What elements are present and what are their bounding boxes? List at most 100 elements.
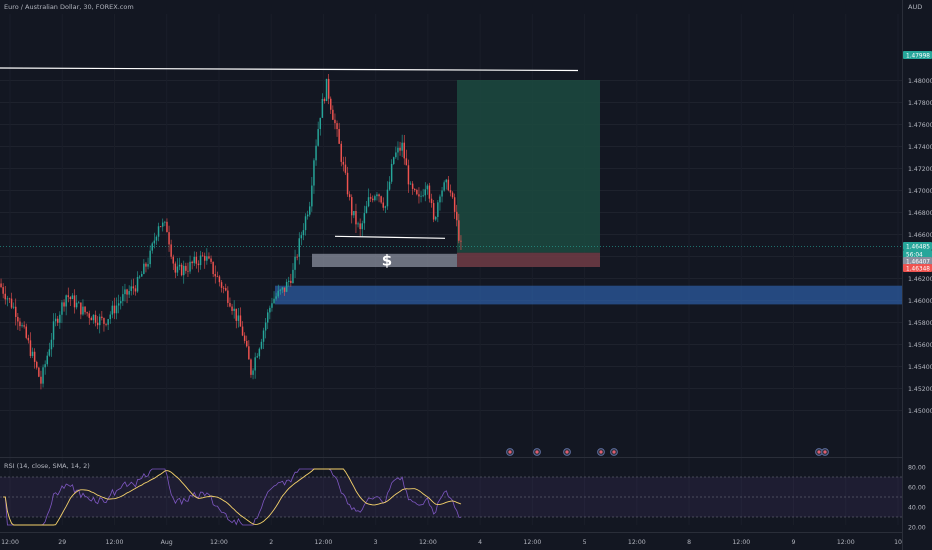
candle-body [38,367,40,377]
candle-body [439,196,441,203]
candle-body [453,197,456,212]
candle-body [346,172,349,195]
candle-body [430,198,433,204]
candle-body [292,269,294,284]
candle-body [206,256,208,261]
y-tick-label: 1.45800 [908,320,932,327]
rsi-tick-label: 40.00 [908,505,926,512]
candle-body [48,349,51,356]
candle-body [271,303,273,308]
candle-body [372,198,374,201]
candle-body [157,226,160,237]
candle-body [141,273,143,277]
candle-body [235,308,237,321]
candle-body [69,297,72,300]
candle-body [216,276,219,278]
candle-body [435,216,437,220]
candle-body [153,240,156,244]
candle-body [376,194,378,197]
candle-body [132,286,135,289]
candle-body [90,317,93,321]
candle-body [21,325,23,327]
price-label-text: 1.46348 [906,266,930,272]
candle-body [73,295,76,308]
candle-body [82,306,84,315]
candle-body [374,196,376,201]
candle-body [149,250,151,265]
y-tick-label: 1.47400 [908,144,932,151]
candle-body [420,195,422,197]
stop-zone [457,252,600,267]
candle-body [327,78,330,99]
candle-body [317,129,319,146]
price-label-text: 1.46485 [906,244,930,250]
candle-body [191,261,193,264]
candle-body [407,165,410,185]
candle-body [285,281,288,292]
candle-body [63,302,65,307]
candle-body [204,255,206,261]
rsi-ma-line [3,468,462,526]
candle-body [10,298,13,308]
candle-body [17,316,19,322]
candle-body [342,161,345,165]
price-label-tag [903,242,932,250]
candle-body [458,220,460,241]
candle-body [8,298,11,300]
candle-body [164,221,166,223]
candle-body [252,370,254,375]
x-tick-label: 12:00 [523,539,541,546]
candle-body [162,222,164,227]
y-tick-label: 1.46800 [908,210,932,217]
price-label-tag [903,250,932,258]
candle-body [325,78,328,102]
candle-body [145,263,147,267]
y-tick-label: 1.45200 [908,386,932,393]
candle-body [367,197,370,207]
candle-body [422,195,424,197]
candle-body [96,322,99,326]
price-label-tag [903,51,932,59]
candle-body [397,147,399,153]
candle-body [52,321,55,340]
candle-body [279,289,282,291]
candle-body [401,142,403,151]
candle-body [180,264,183,276]
candle-body [348,194,351,198]
candle-body [355,211,357,225]
candle-body [277,290,279,297]
event-marker-dot [508,450,512,454]
candle-body [262,330,265,342]
candle-body [405,158,408,166]
candle-body [319,117,321,130]
candle-body [344,164,347,173]
candle-body [243,335,246,341]
candle-body [44,364,46,368]
resistance-line [0,67,579,72]
candle-body [107,319,109,325]
x-tick-label: 12:00 [837,539,855,546]
rsi-band [0,477,902,517]
candle-body [237,315,240,321]
candle-body [225,288,227,291]
candle-body [332,109,334,120]
candle-body [75,302,78,308]
candle-body [395,152,397,158]
candle-body [122,294,124,302]
price-label-text: 1.47998 [906,53,930,59]
candle-body [105,323,107,325]
candle-body [275,296,277,299]
x-tick-label: 12:00 [1,539,19,546]
candle-body [189,261,191,272]
candle-body [4,293,6,300]
x-tick-label: Aug [161,539,173,546]
candle-body [250,359,252,375]
x-tick-label: 8 [687,539,691,546]
x-tick-label: 12:00 [732,539,750,546]
x-tick-label: 12:00 [106,539,124,546]
candle-body [313,160,315,186]
candle-body [409,183,412,185]
candle-body [201,255,204,257]
